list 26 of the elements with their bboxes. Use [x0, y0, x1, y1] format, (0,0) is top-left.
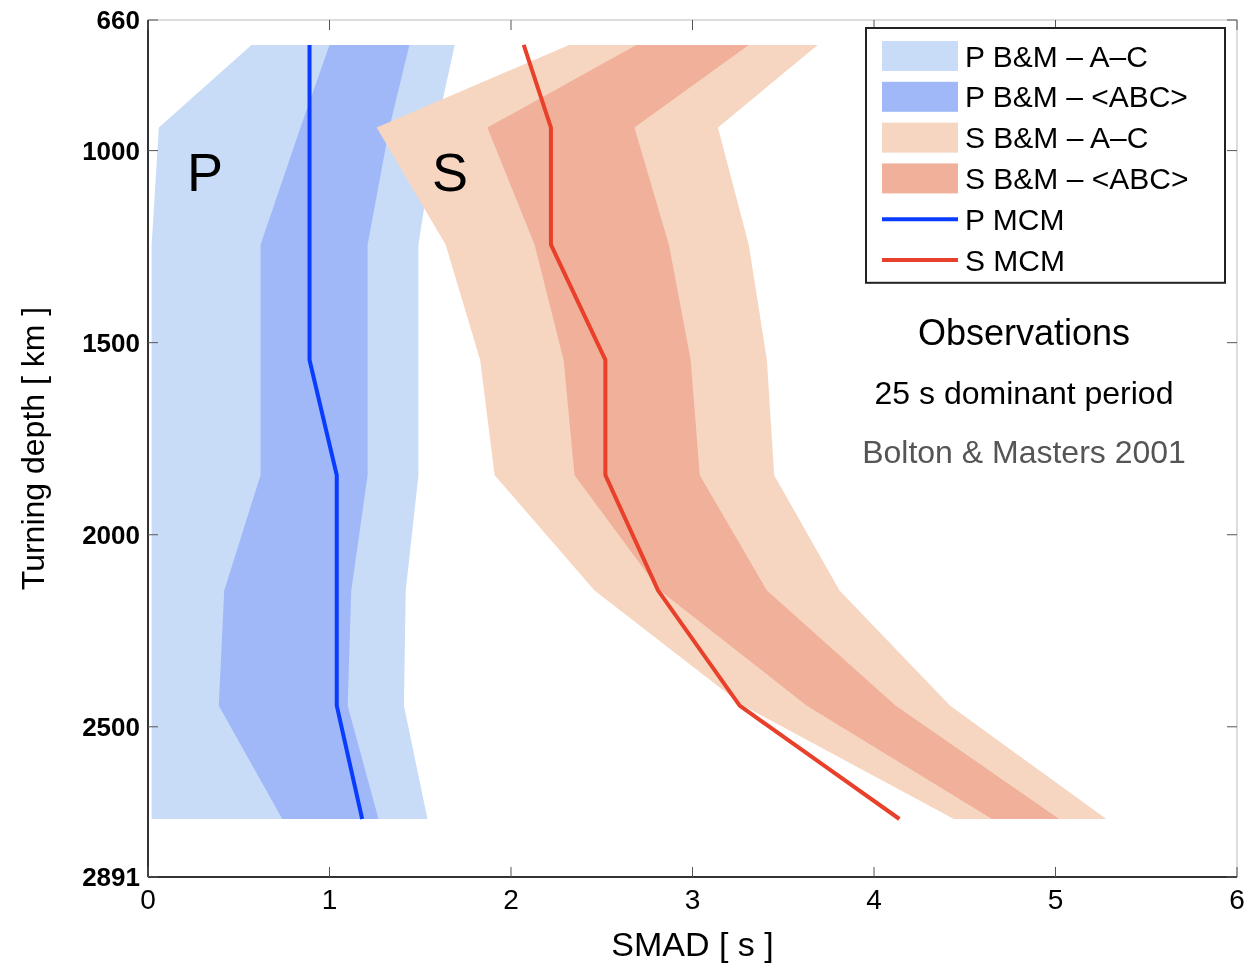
- y-tick-label: 1000: [82, 135, 140, 166]
- annotation: Observations: [917, 311, 1131, 353]
- x-tick-label: 1: [321, 884, 338, 915]
- x-tick-label: 4: [866, 884, 882, 915]
- annotation: S: [431, 141, 469, 202]
- legend-label: P B&M – A–C: [965, 39, 1148, 73]
- legend-label: S B&M – <ABC>: [965, 161, 1189, 195]
- y-tick-label: 660: [96, 5, 140, 36]
- annotation: 25 s dominant period: [874, 375, 1174, 412]
- legend-label: P MCM: [965, 202, 1065, 236]
- x-axis-title: SMAD [ s ]: [611, 925, 774, 963]
- annotation: Bolton & Masters 2001: [862, 434, 1186, 471]
- y-axis-title: Turning depth [ km ]: [15, 306, 51, 591]
- x-tick-label: 6: [1229, 884, 1245, 915]
- legend-label: S MCM: [965, 243, 1065, 277]
- x-tick-label: 2: [503, 884, 519, 915]
- legend-label: S B&M – A–C: [965, 121, 1149, 155]
- y-tick-label: 2500: [82, 711, 140, 742]
- legend-label: P B&M – <ABC>: [965, 80, 1188, 114]
- y-tick-label: 1500: [82, 327, 140, 358]
- x-tick-label: 5: [1047, 884, 1064, 915]
- x-tick-label: 0: [140, 884, 156, 915]
- y-tick-label: 2000: [82, 519, 140, 550]
- x-tick-label: 3: [684, 884, 701, 915]
- y-tick-label: 2891: [82, 862, 140, 893]
- annotation: P: [186, 141, 224, 202]
